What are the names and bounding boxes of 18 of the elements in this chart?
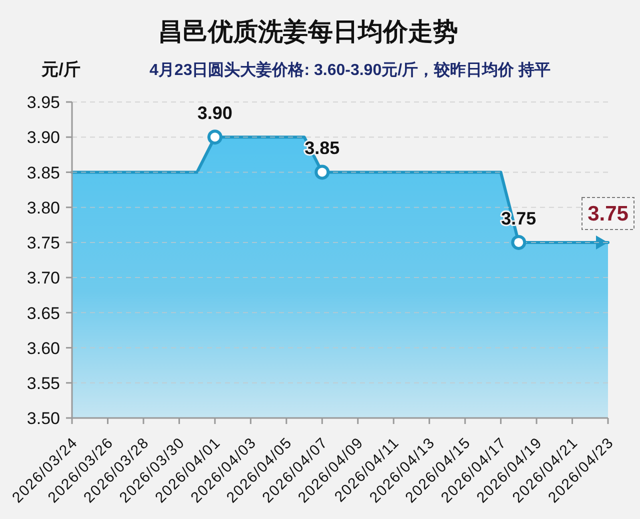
y-tick-label: 3.90 [26, 128, 60, 148]
y-tick-label: 3.95 [26, 93, 60, 112]
y-tick-label: 3.80 [26, 198, 60, 218]
annotation: 3.75 [588, 202, 629, 226]
data-label: 3.90 [197, 103, 232, 124]
point [207, 130, 222, 145]
y-axis-title: 元/斤 [40, 60, 80, 79]
chart-title: 昌邑优质洗姜每日均价走势 [158, 17, 458, 46]
y-tick-label: 3.50 [26, 409, 60, 428]
point [511, 234, 526, 250]
y-tick-label: 3.85 [26, 163, 60, 182]
y-tick-label: 3.65 [26, 304, 60, 323]
point [314, 164, 330, 180]
chart-subtitle: 4月23日圆头大姜价格: 3.60-3.90元/斤，较昨日均价 持平 [150, 60, 550, 79]
y-tick-label: 3.75 [26, 234, 60, 253]
y-tick-label: 3.60 [26, 338, 60, 358]
y-tick-label: 3.70 [26, 268, 60, 288]
y-tick-label: 3.55 [26, 374, 60, 394]
